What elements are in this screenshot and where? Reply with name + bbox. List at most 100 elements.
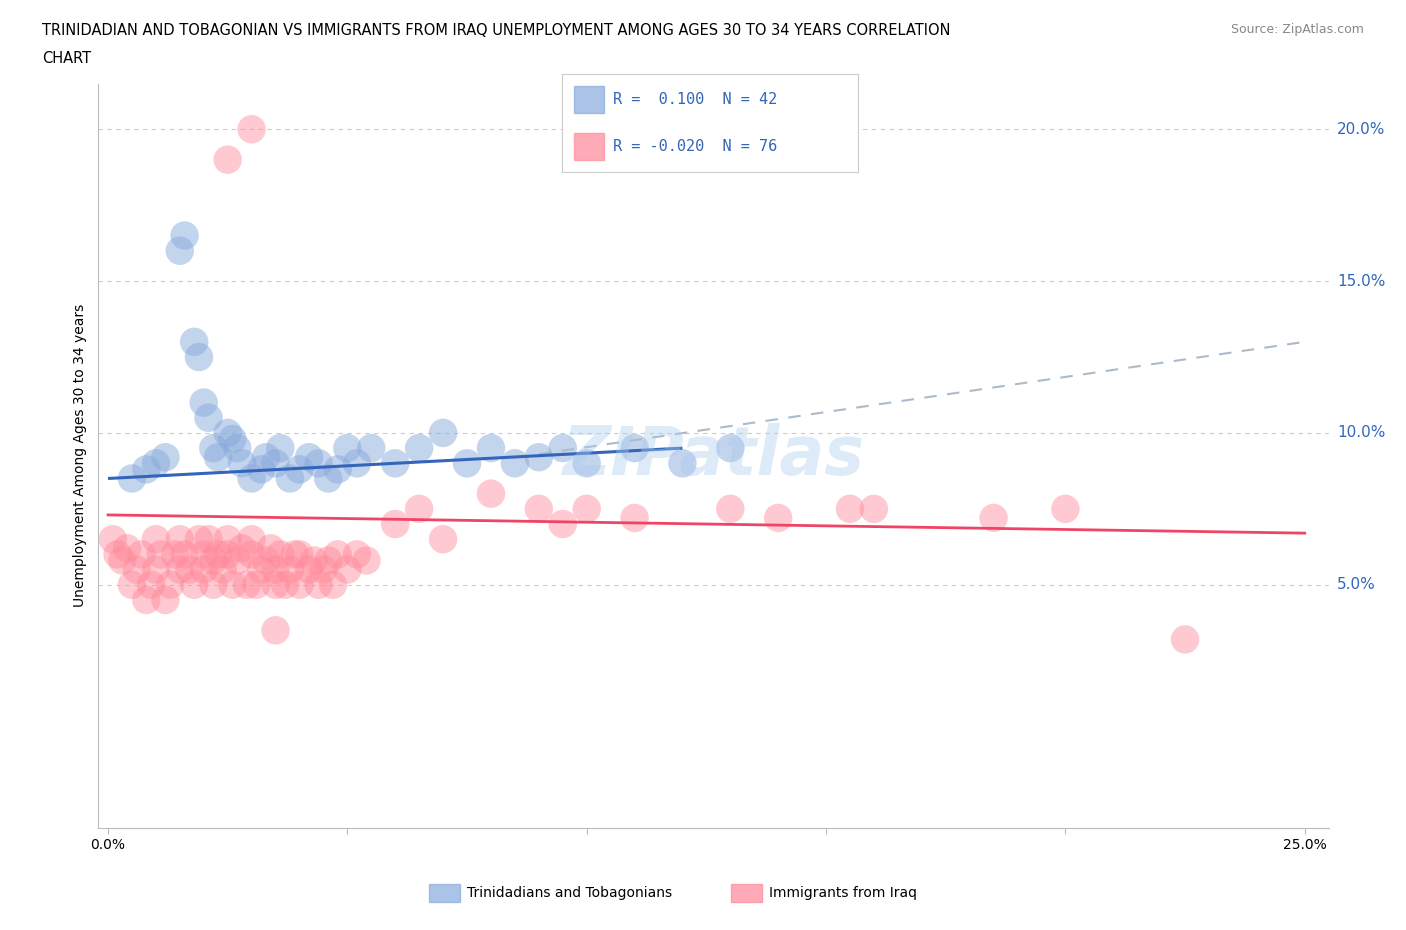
Point [193,547,215,562]
Point [288,547,311,562]
Point [326,462,349,477]
Point [121,578,143,592]
Point [766,511,789,525]
Point [575,501,598,516]
Point [212,562,235,577]
Text: Source: ZipAtlas.com: Source: ZipAtlas.com [1230,23,1364,36]
Point [527,450,550,465]
Point [207,450,229,465]
Point [288,462,311,477]
Point [336,441,359,456]
Point [236,578,259,592]
Point [284,547,307,562]
Point [183,578,205,592]
Point [202,441,225,456]
Point [408,501,430,516]
Point [131,547,153,562]
Point [623,441,645,456]
Point [169,532,191,547]
Y-axis label: Unemployment Among Ages 30 to 34 years: Unemployment Among Ages 30 to 34 years [73,304,87,607]
Point [1054,501,1077,516]
Point [254,450,277,465]
Point [384,456,406,471]
Point [240,547,263,562]
Point [316,553,339,568]
Point [145,532,167,547]
Point [221,432,243,446]
Point [983,511,1005,525]
Point [183,335,205,350]
Point [718,501,741,516]
Point [269,547,291,562]
Point [346,547,368,562]
Point [202,578,225,592]
Point [260,541,283,556]
Point [346,456,368,471]
Point [217,153,239,167]
Point [316,471,339,485]
Point [245,578,267,592]
Point [250,562,273,577]
Point [217,532,239,547]
Point [121,471,143,485]
Point [322,578,344,592]
Point [839,501,862,516]
Point [173,547,195,562]
Point [193,395,215,410]
Point [197,410,219,425]
Point [125,562,148,577]
Text: R = -0.020  N = 76: R = -0.020 N = 76 [613,140,778,154]
Point [231,541,253,556]
Point [145,456,167,471]
Point [479,486,502,501]
Text: Immigrants from Iraq: Immigrants from Iraq [769,885,917,900]
Point [264,623,287,638]
Point [298,562,321,577]
Point [145,562,167,577]
Point [551,516,574,531]
Point [173,228,195,243]
Point [308,578,330,592]
Text: 15.0%: 15.0% [1337,273,1385,288]
Point [163,547,186,562]
Point [274,578,297,592]
Point [139,578,162,592]
Point [278,471,301,485]
Point [221,578,243,592]
Point [264,562,287,577]
Point [551,441,574,456]
Point [623,511,645,525]
Point [240,532,263,547]
Point [135,462,157,477]
Point [254,553,277,568]
Text: CHART: CHART [42,51,91,66]
Point [226,441,249,456]
Point [101,532,124,547]
Text: R =  0.100  N = 42: R = 0.100 N = 42 [613,92,778,107]
Point [240,471,263,485]
Point [278,562,301,577]
Point [231,456,253,471]
Point [269,441,291,456]
Bar [574,86,603,113]
Point [384,516,406,531]
Point [149,547,172,562]
Text: Trinidadians and Tobagonians: Trinidadians and Tobagonians [467,885,672,900]
Point [264,578,287,592]
Point [479,441,502,456]
Point [671,456,693,471]
Point [308,456,330,471]
Point [240,122,263,137]
Point [187,350,209,365]
Text: ZIPatlas: ZIPatlas [562,423,865,488]
Point [155,450,177,465]
Point [207,547,229,562]
Point [1174,632,1197,647]
Point [312,562,335,577]
Point [169,562,191,577]
Point [197,532,219,547]
Point [527,501,550,516]
Point [115,541,138,556]
Point [326,547,349,562]
Point [135,592,157,607]
